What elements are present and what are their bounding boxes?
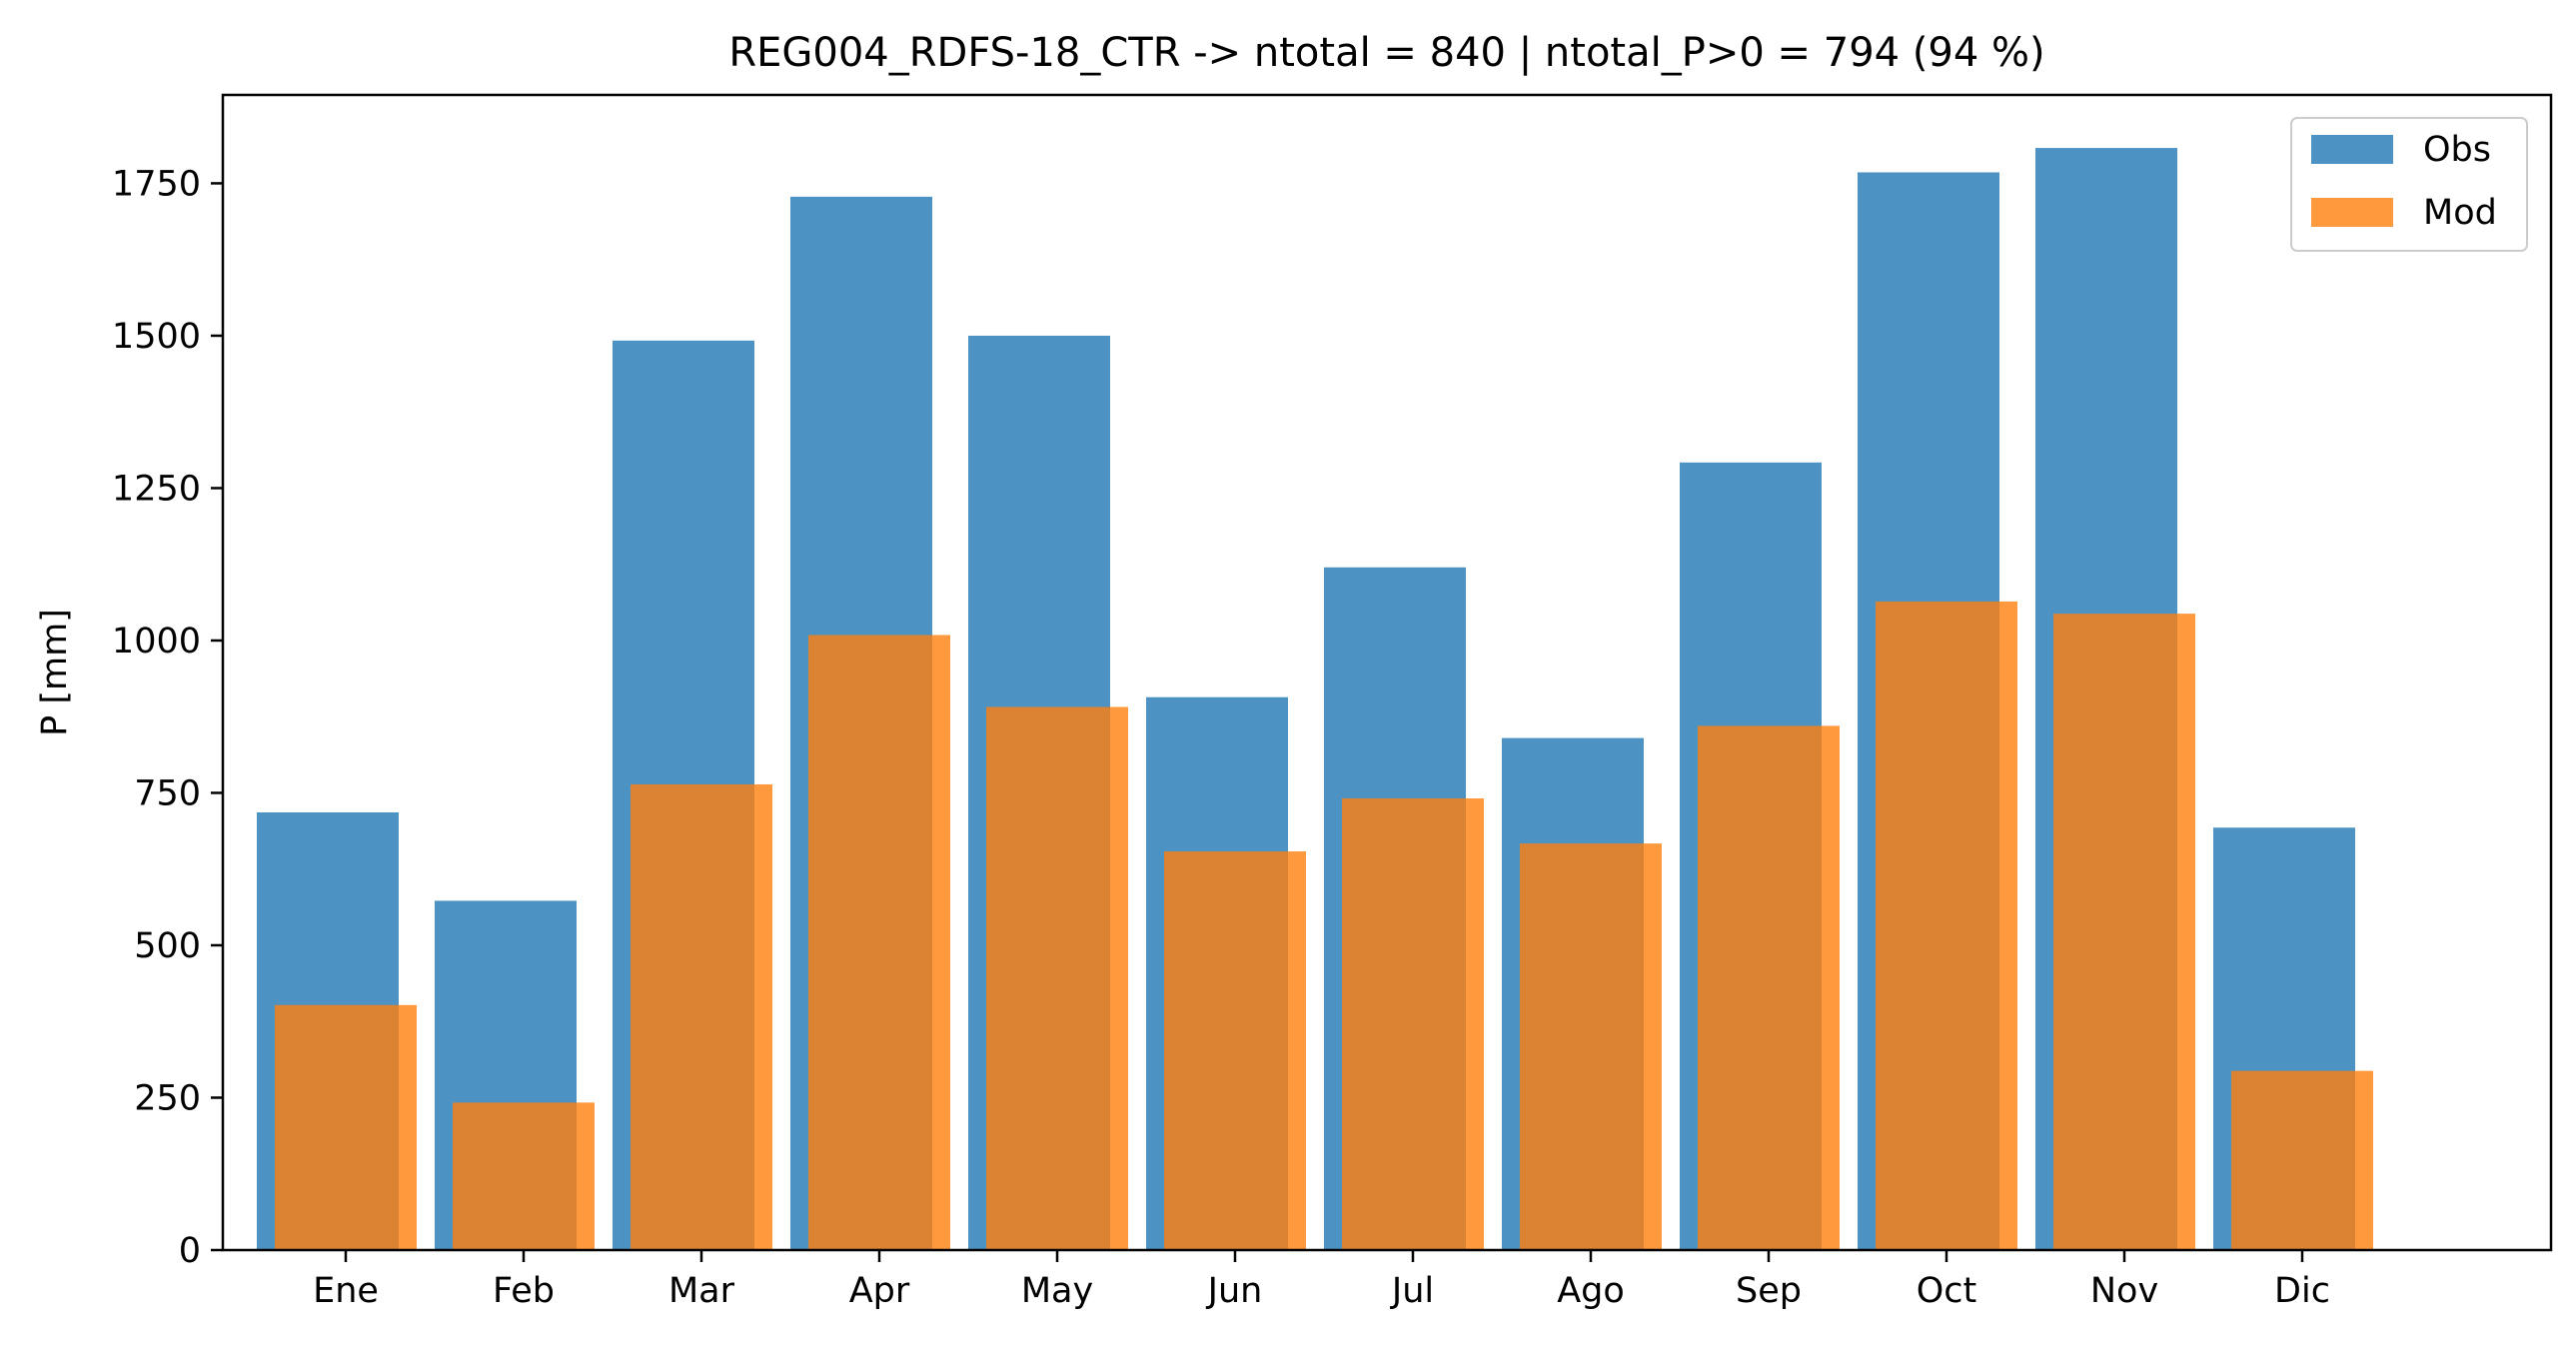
x-axis: Ene Feb Mar Apr May Jun Jul Ago Sep Oct Nov Dic: [313, 1250, 2330, 1311]
bar-mod-jul: [1342, 797, 1484, 1250]
legend: Obs Mod: [2290, 117, 2528, 252]
x-tick-label: May: [1021, 1271, 1093, 1311]
plot-area-frame: [221, 93, 2553, 1252]
y-tick-label: 1000: [112, 622, 201, 662]
y-tick-label: 250: [134, 1078, 201, 1118]
bars-group: [257, 148, 2373, 1251]
x-tick-label: Jun: [1206, 1271, 1263, 1311]
x-tick-label: Dic: [2274, 1271, 2330, 1311]
x-tick-label: Jul: [1390, 1271, 1434, 1311]
bar-mod-jun: [1164, 851, 1306, 1250]
x-tick-label: Ago: [1557, 1271, 1625, 1311]
bar-mod-ago: [1520, 843, 1662, 1250]
bar-mod-may: [986, 706, 1128, 1250]
bar-mod-feb: [453, 1102, 595, 1250]
x-tick-label: Apr: [849, 1271, 910, 1311]
y-tick-label: 0: [179, 1231, 201, 1271]
x-tick-label: Feb: [493, 1271, 555, 1311]
bar-mod-ene: [275, 1004, 417, 1250]
y-tick-label: 500: [134, 926, 201, 966]
legend-swatch-obs: [2311, 135, 2393, 164]
bar-mod-mar: [631, 783, 772, 1250]
y-tick-label: 1750: [112, 164, 201, 204]
x-tick-label: Nov: [2090, 1271, 2158, 1311]
x-tick-label: Ene: [313, 1271, 379, 1311]
bar-mod-apr: [808, 635, 950, 1250]
bar-mod-sep: [1698, 725, 1840, 1250]
y-axis: 0 250 500 750 1000 1250 1500 1750: [112, 164, 223, 1271]
y-tick-label: 1250: [112, 469, 201, 509]
legend-label-obs: Obs: [2423, 130, 2491, 170]
bar-mod-dic: [2231, 1070, 2373, 1250]
y-tick-label: 1500: [112, 317, 201, 357]
chart-title: REG004_RDFS-18_CTR -> ntotal = 840 | nto…: [728, 30, 2044, 76]
x-tick-label: Mar: [668, 1271, 735, 1311]
y-axis-label: P [mm]: [35, 609, 75, 736]
legend-swatch-mod: [2311, 198, 2393, 227]
y-tick-label: 750: [134, 773, 201, 813]
bar-mod-nov: [2053, 614, 2195, 1250]
x-tick-label: Oct: [1917, 1271, 1977, 1311]
legend-label-mod: Mod: [2423, 193, 2497, 233]
x-tick-label: Sep: [1736, 1271, 1802, 1311]
bar-mod-oct: [1876, 601, 2017, 1250]
